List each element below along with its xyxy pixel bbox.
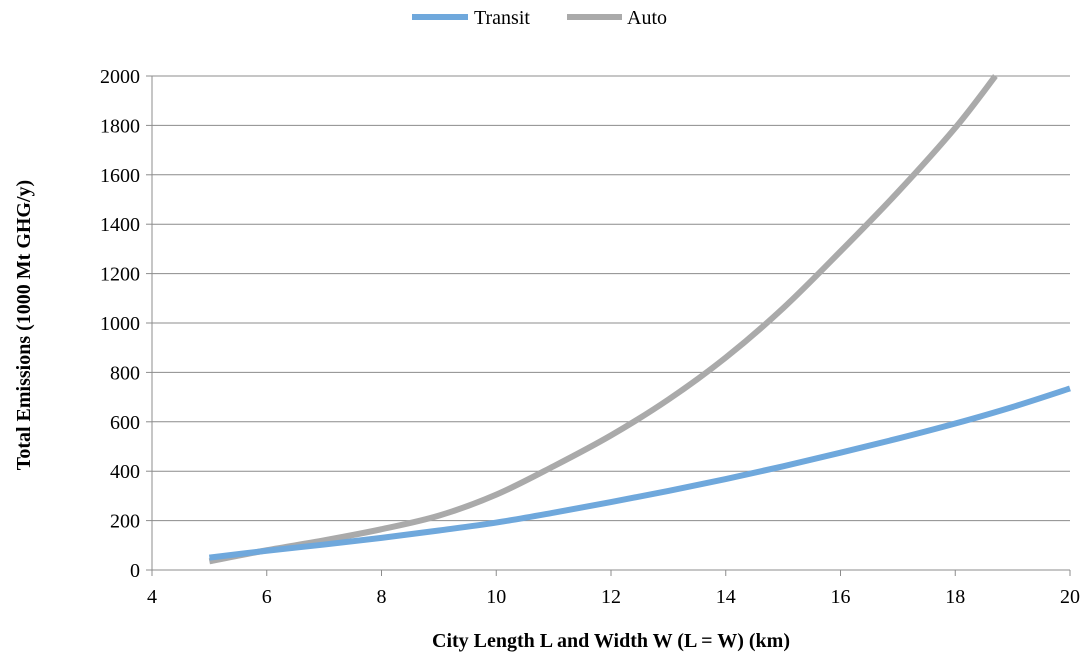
series-lines — [208, 74, 1071, 565]
y-tick-label: 800 — [110, 362, 140, 384]
gridlines — [152, 75, 1070, 522]
x-tick-label: 16 — [831, 586, 851, 608]
x-tick-label: 10 — [486, 586, 506, 608]
x-tick-label: 18 — [945, 586, 965, 608]
legend-label-transit: Transit — [474, 7, 530, 29]
y-tick-label: 200 — [110, 511, 140, 533]
legend: Transit Auto — [412, 7, 667, 29]
x-tick-label: 20 — [1060, 586, 1080, 608]
y-tick-label: 0 — [130, 560, 140, 582]
x-tick-label: 14 — [716, 586, 736, 608]
y-tick-label: 1400 — [100, 214, 140, 236]
y-tick-label: 600 — [110, 412, 140, 434]
y-tick-label: 1800 — [100, 115, 140, 137]
legend-label-auto: Auto — [627, 7, 667, 29]
series-line-auto — [208, 74, 998, 565]
x-tick-label: 6 — [262, 586, 272, 608]
series-line-transit — [209, 385, 1071, 561]
y-tick-label: 400 — [110, 461, 140, 483]
x-tick-labels: 4 6 8 10 12 14 16 18 20 — [147, 586, 1080, 608]
y-axis-title: Total Emissions (1000 Mt GHG/y) — [13, 180, 35, 470]
x-axis-title: City Length L and Width W (L = W) (km) — [432, 630, 790, 652]
x-tick-label: 8 — [377, 586, 387, 608]
axes — [146, 75, 1071, 576]
y-tick-label: 1600 — [100, 165, 140, 187]
y-tick-label: 1200 — [100, 264, 140, 286]
y-tick-label: 1000 — [100, 313, 140, 335]
x-tick-label: 4 — [147, 586, 157, 608]
y-tick-labels: 0 200 400 600 800 1000 1200 1400 1600 1800 2000 — [100, 66, 140, 582]
x-tick-label: 12 — [601, 586, 621, 608]
y-tick-label: 2000 — [100, 66, 140, 88]
